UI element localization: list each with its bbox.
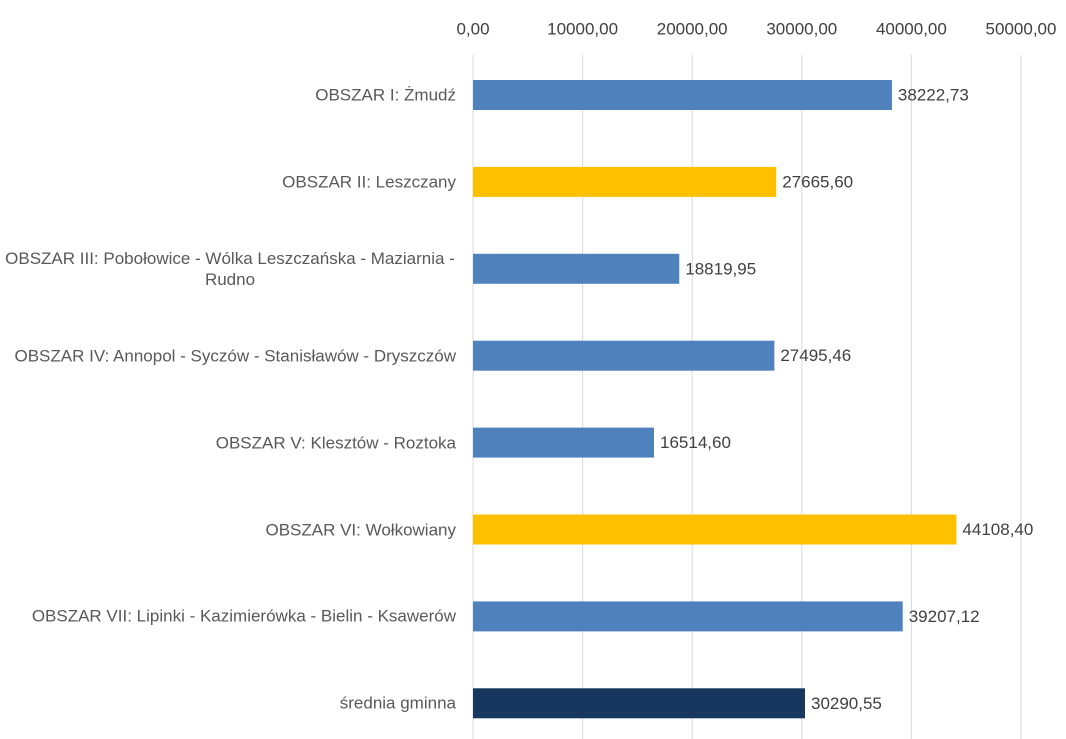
category-label-box: OBSZAR IV: Annopol - Syczów - Stanisławó…	[0, 345, 456, 366]
x-tick-label: 0,00	[456, 19, 489, 38]
category-label-box: OBSZAR V: Klesztów - Roztoka	[0, 432, 456, 453]
category-label-box: OBSZAR VII: Lipinki - Kazimierówka - Bie…	[0, 606, 456, 627]
x-tick-label: 40000,00	[876, 19, 947, 38]
category-label-box: średnia gminna	[0, 693, 456, 714]
y-tick-label: OBSZAR III: Pobołowice - Wólka Leszczańs…	[5, 248, 455, 289]
data-label: 27665,60	[782, 172, 853, 191]
bar	[473, 253, 680, 284]
bar	[473, 688, 805, 719]
x-tick-label: 20000,00	[657, 19, 728, 38]
x-tick-label: 10000,00	[547, 19, 618, 38]
bar	[473, 514, 957, 545]
data-label: 18819,95	[685, 259, 756, 278]
y-tick-label: OBSZAR V: Klesztów - Roztoka	[215, 433, 456, 453]
data-label: 27495,46	[780, 346, 851, 365]
y-tick-label: OBSZAR IV: Annopol - Syczów - Stanisławó…	[14, 346, 456, 366]
y-tick-label: OBSZAR II: Leszczany	[282, 172, 456, 192]
y-tick-label: OBSZAR VII: Lipinki - Kazimierówka - Bie…	[31, 606, 456, 626]
category-label-box: OBSZAR VI: Wołkowiany	[0, 519, 456, 540]
y-tick-label: OBSZAR I: Żmudź	[315, 85, 456, 105]
category-label-box: OBSZAR I: Żmudź	[0, 85, 456, 106]
data-label: 39207,12	[909, 607, 980, 626]
bar	[473, 340, 775, 371]
x-tick-label: 50000,00	[986, 19, 1057, 38]
category-label-box: OBSZAR II: Leszczany	[0, 171, 456, 192]
data-label: 38222,73	[898, 85, 969, 104]
bar	[473, 601, 903, 632]
data-label: 16514,60	[660, 433, 731, 452]
category-label-box: OBSZAR III: Pobołowice - Wólka Leszczańs…	[0, 248, 456, 290]
bar	[473, 427, 654, 458]
bar	[473, 80, 892, 110]
data-label: 44108,40	[962, 520, 1033, 539]
y-tick-label: średnia gminna	[339, 693, 456, 713]
data-label: 30290,55	[811, 694, 882, 713]
x-tick-label: 30000,00	[766, 19, 837, 38]
bar	[473, 166, 777, 197]
y-tick-label: OBSZAR VI: Wołkowiany	[265, 520, 456, 539]
